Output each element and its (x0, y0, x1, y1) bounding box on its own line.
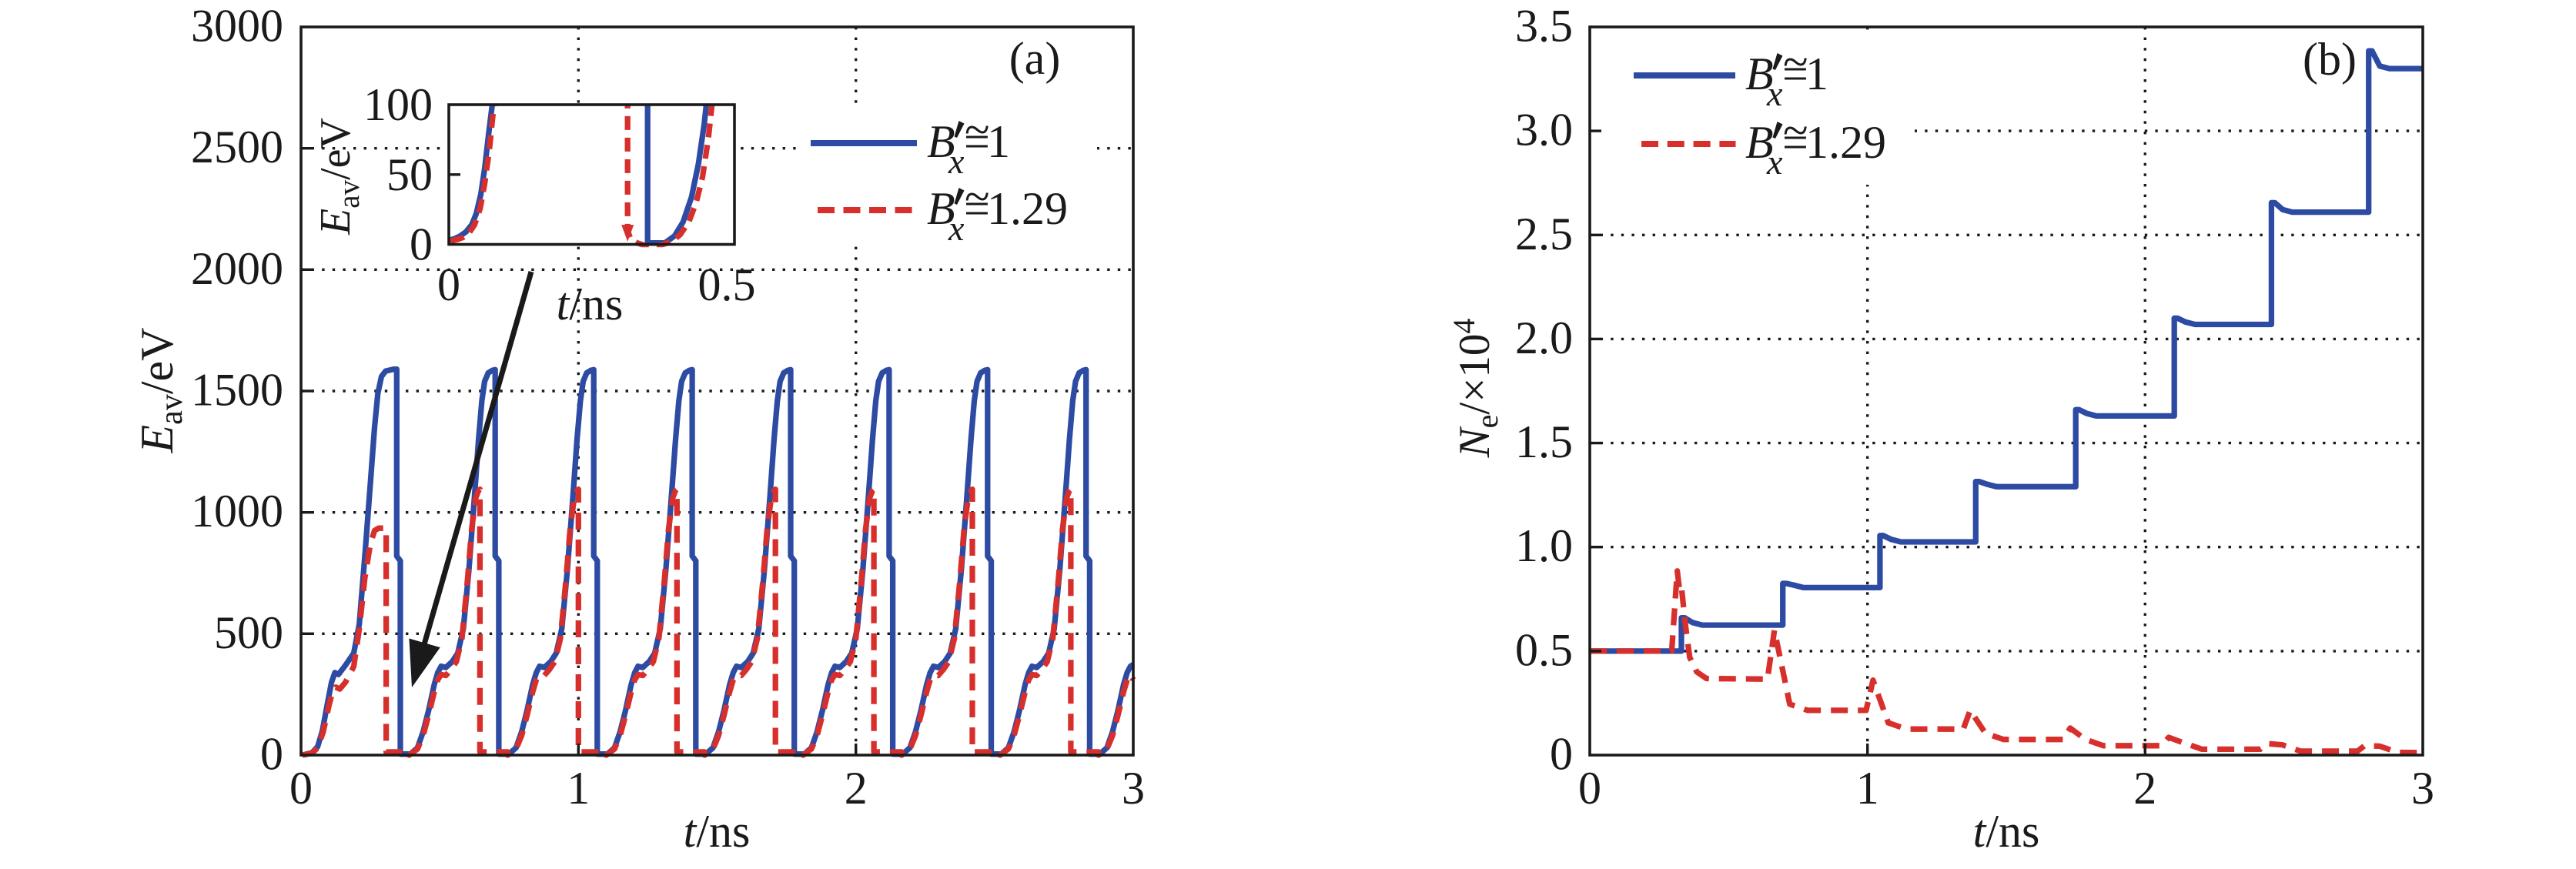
svg-text:x: x (948, 142, 965, 181)
svg-text:x: x (1766, 142, 1783, 182)
svg-text:2500: 2500 (191, 122, 283, 172)
svg-text:0: 0 (1550, 729, 1573, 780)
svg-text:0.5: 0.5 (698, 259, 756, 310)
svg-text:1: 1 (567, 763, 590, 814)
svg-text:2: 2 (2133, 763, 2156, 814)
svg-text:Eav/eV: Eav/eV (312, 118, 366, 236)
svg-text:0: 0 (260, 729, 283, 780)
svg-text:t/ns: t/ns (1973, 806, 2040, 857)
svg-text:x: x (1766, 74, 1783, 113)
svg-text:0: 0 (410, 219, 433, 270)
svg-text:B: B (927, 183, 955, 234)
svg-text:3000: 3000 (191, 1, 283, 52)
svg-text:B: B (1745, 48, 1774, 99)
svg-text:2000: 2000 (191, 243, 283, 294)
svg-text:0: 0 (1578, 763, 1601, 814)
svg-text:1.0: 1.0 (1515, 520, 1573, 571)
svg-text:x: x (948, 209, 965, 248)
svg-text:0: 0 (289, 763, 313, 814)
svg-text:1.5: 1.5 (1515, 416, 1573, 467)
svg-text:~: ~ (1783, 105, 1808, 156)
svg-text:2: 2 (845, 763, 868, 814)
svg-text:Ne/×104: Ne/×104 (1447, 319, 1504, 459)
svg-text:~: ~ (965, 105, 989, 155)
svg-text:=: = (964, 116, 990, 167)
svg-text:50: 50 (386, 149, 433, 200)
svg-text:3.5: 3.5 (1515, 1, 1573, 52)
svg-text:=: = (1782, 117, 1808, 168)
svg-text:2.0: 2.0 (1515, 313, 1573, 363)
svg-text:1000: 1000 (191, 486, 283, 536)
svg-text:1.29: 1.29 (987, 183, 1068, 234)
svg-text:1.29: 1.29 (1805, 117, 1886, 168)
svg-text:3: 3 (1122, 763, 1145, 814)
svg-text:500: 500 (214, 607, 283, 658)
svg-text:1: 1 (1805, 48, 1828, 99)
svg-text:=: = (1782, 48, 1808, 99)
svg-text:1500: 1500 (191, 365, 283, 416)
svg-text:B: B (927, 116, 955, 167)
svg-text:Eav/eV: Eav/eV (132, 328, 189, 454)
svg-text:2.5: 2.5 (1515, 209, 1573, 259)
svg-text:100: 100 (363, 79, 433, 130)
svg-text:0.5: 0.5 (1515, 624, 1573, 675)
svg-text:1: 1 (987, 116, 1010, 167)
svg-text:(b): (b) (2303, 34, 2357, 85)
svg-text:3.0: 3.0 (1515, 105, 1573, 155)
svg-text:~: ~ (965, 172, 989, 222)
svg-text:t/ns: t/ns (684, 806, 751, 857)
svg-text:(a): (a) (1009, 33, 1061, 84)
svg-text:1: 1 (1856, 763, 1879, 814)
svg-text:t/ns: t/ns (557, 279, 624, 329)
svg-text:~: ~ (1783, 37, 1808, 88)
svg-text:3: 3 (2411, 763, 2434, 814)
svg-text:=: = (964, 183, 990, 234)
svg-text:B: B (1745, 117, 1774, 168)
svg-text:0: 0 (437, 259, 460, 310)
